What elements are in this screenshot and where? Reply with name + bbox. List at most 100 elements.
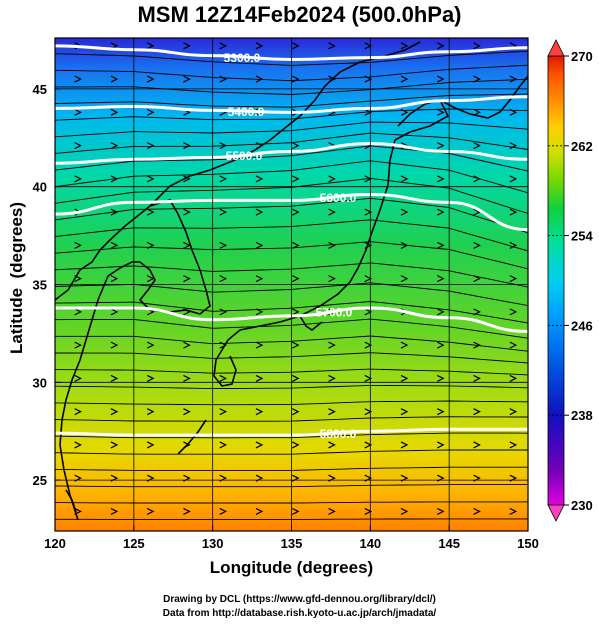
wind-arrow [328, 42, 336, 50]
wind-arrow [183, 241, 191, 249]
wind-arrow [255, 175, 264, 183]
wind-arrow [110, 108, 119, 116]
wind-arrow [219, 175, 228, 183]
gridlines [55, 38, 528, 531]
wind-arrow [400, 175, 409, 183]
wind-arrow [146, 341, 155, 349]
wind-arrow [400, 408, 409, 416]
wind-arrow [146, 374, 155, 382]
wind-arrow [74, 374, 82, 382]
colorbar-tick-label: 246 [571, 318, 593, 333]
wind-arrow [183, 341, 191, 349]
wind-arrow [437, 341, 445, 349]
wind-arrow [400, 75, 409, 83]
colorbar-gradient [547, 55, 565, 506]
wind-arrow [110, 341, 119, 349]
wind-arrow [509, 142, 518, 150]
wind-arrow [146, 142, 155, 150]
wind-arrow [437, 175, 445, 183]
colorbar-min-triangle [547, 504, 565, 522]
wind-arrow [74, 241, 82, 249]
x-tick-label: 145 [438, 536, 460, 551]
wind-arrow [219, 241, 228, 249]
wind-arrow [437, 441, 445, 449]
wind-arrow [473, 142, 481, 150]
contour-label: 5400.0 [228, 105, 265, 119]
x-tick-label: 140 [359, 536, 381, 551]
wind-arrow [183, 42, 191, 50]
contour-label: 5300.0 [224, 51, 261, 65]
wind-arrow [146, 241, 155, 249]
wind-arrow [364, 175, 373, 183]
x-tick-label: 125 [123, 536, 145, 551]
wind-arrow [473, 507, 481, 515]
wind-arrow [110, 208, 119, 216]
wind-arrow [255, 208, 264, 216]
credit-drawing: Drawing by DCL (https://www.gfd-dennou.o… [163, 594, 436, 605]
wind-arrow [291, 208, 300, 216]
wind-arrow [291, 341, 300, 349]
wind-arrow [291, 42, 300, 50]
wind-arrow [291, 275, 300, 283]
wind-arrow [291, 308, 300, 316]
wind-arrow [110, 175, 119, 183]
wind-arrow [509, 175, 518, 183]
wind-arrow [509, 75, 518, 83]
wind-arrow [74, 341, 82, 349]
wind-arrow [291, 175, 300, 183]
wind-arrow [74, 75, 82, 83]
wind-arrow [74, 408, 82, 416]
wind-arrow [219, 42, 228, 50]
wind-arrow [291, 75, 300, 83]
wind-arrow [328, 208, 336, 216]
wind-arrow [146, 507, 155, 515]
wind-arrow [473, 108, 481, 116]
wind-arrow [437, 374, 445, 382]
wind-arrow [255, 275, 264, 283]
contour-label: 5700.0 [316, 306, 353, 320]
colorbar-max-triangle [547, 39, 565, 57]
wind-arrow [400, 208, 409, 216]
wind-arrow [437, 142, 445, 150]
x-tick-label: 120 [44, 536, 66, 551]
wind-arrow [183, 507, 191, 515]
wind-arrow [219, 142, 228, 150]
wind-arrow [110, 408, 119, 416]
wind-arrow [509, 108, 518, 116]
y-axis-ticks: 25 30 35 40 45 [33, 82, 61, 488]
wind-arrow [473, 241, 481, 249]
wind-arrow [146, 441, 155, 449]
wind-arrow [473, 308, 481, 316]
colorbar: 230 238 246 254 262 270 [547, 39, 593, 522]
wind-arrow [219, 374, 228, 382]
wind-arrow [400, 241, 409, 249]
wind-arrow [255, 308, 264, 316]
wind-arrow [110, 75, 119, 83]
x-axis-label: Longitude (degrees) [209, 558, 374, 577]
y-tick-label: 40 [33, 180, 47, 195]
wind-arrow [509, 208, 518, 216]
wind-arrow [110, 507, 119, 515]
wind-arrow [364, 308, 373, 316]
contour-label: 5800.0 [320, 427, 357, 441]
wind-arrow [364, 75, 373, 83]
wind-arrow [291, 142, 300, 150]
wind-arrow [509, 241, 518, 249]
wind-arrow [255, 507, 264, 515]
wind-arrow [74, 108, 82, 116]
x-tick-label: 130 [202, 536, 224, 551]
wind-arrow [364, 507, 373, 515]
wind-arrow [509, 408, 518, 416]
wind-arrow [291, 507, 300, 515]
wind-arrow [219, 408, 228, 416]
wind-arrow [473, 42, 481, 50]
wind-arrow [437, 507, 445, 515]
wind-arrow [437, 408, 445, 416]
wind-arrow [437, 275, 445, 283]
x-tick-label: 135 [281, 536, 303, 551]
wind-arrow [146, 208, 155, 216]
wind-arrow [509, 507, 518, 515]
colorbar-tick-label: 230 [571, 498, 593, 513]
wind-arrow [146, 75, 155, 83]
wind-arrow [183, 208, 191, 216]
